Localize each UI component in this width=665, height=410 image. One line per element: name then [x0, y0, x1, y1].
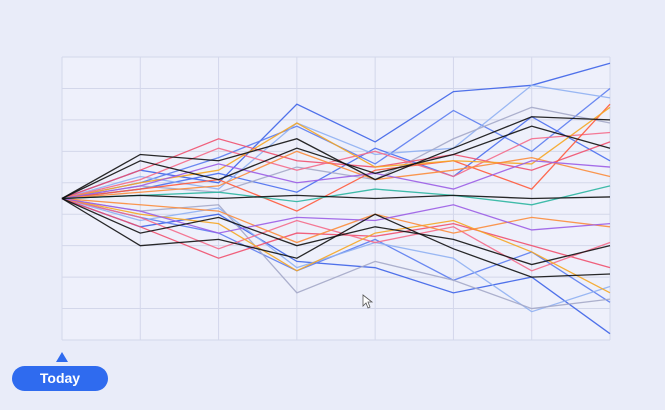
series-line: [61, 138, 611, 200]
series-line: [61, 197, 611, 234]
series-line: [61, 197, 611, 244]
series-line: [61, 197, 611, 272]
series-line: [61, 197, 611, 310]
series-line: [61, 197, 611, 335]
series-line: [61, 62, 611, 200]
series-line: [61, 197, 611, 266]
series-line: [61, 103, 611, 212]
series-line: [61, 197, 611, 294]
series-line: [61, 197, 611, 269]
series-line: [61, 116, 611, 200]
series-line: [61, 150, 611, 200]
series-line: [61, 106, 611, 200]
series-line: [61, 125, 611, 200]
today-button[interactable]: Today: [12, 366, 108, 391]
series-line: [61, 197, 611, 313]
lines: [61, 62, 611, 335]
today-pointer: [56, 352, 68, 362]
cursor: [362, 294, 374, 309]
series-line: [61, 84, 611, 200]
series-line: [61, 185, 611, 206]
series-line: [61, 194, 611, 200]
series-line: [61, 160, 611, 200]
